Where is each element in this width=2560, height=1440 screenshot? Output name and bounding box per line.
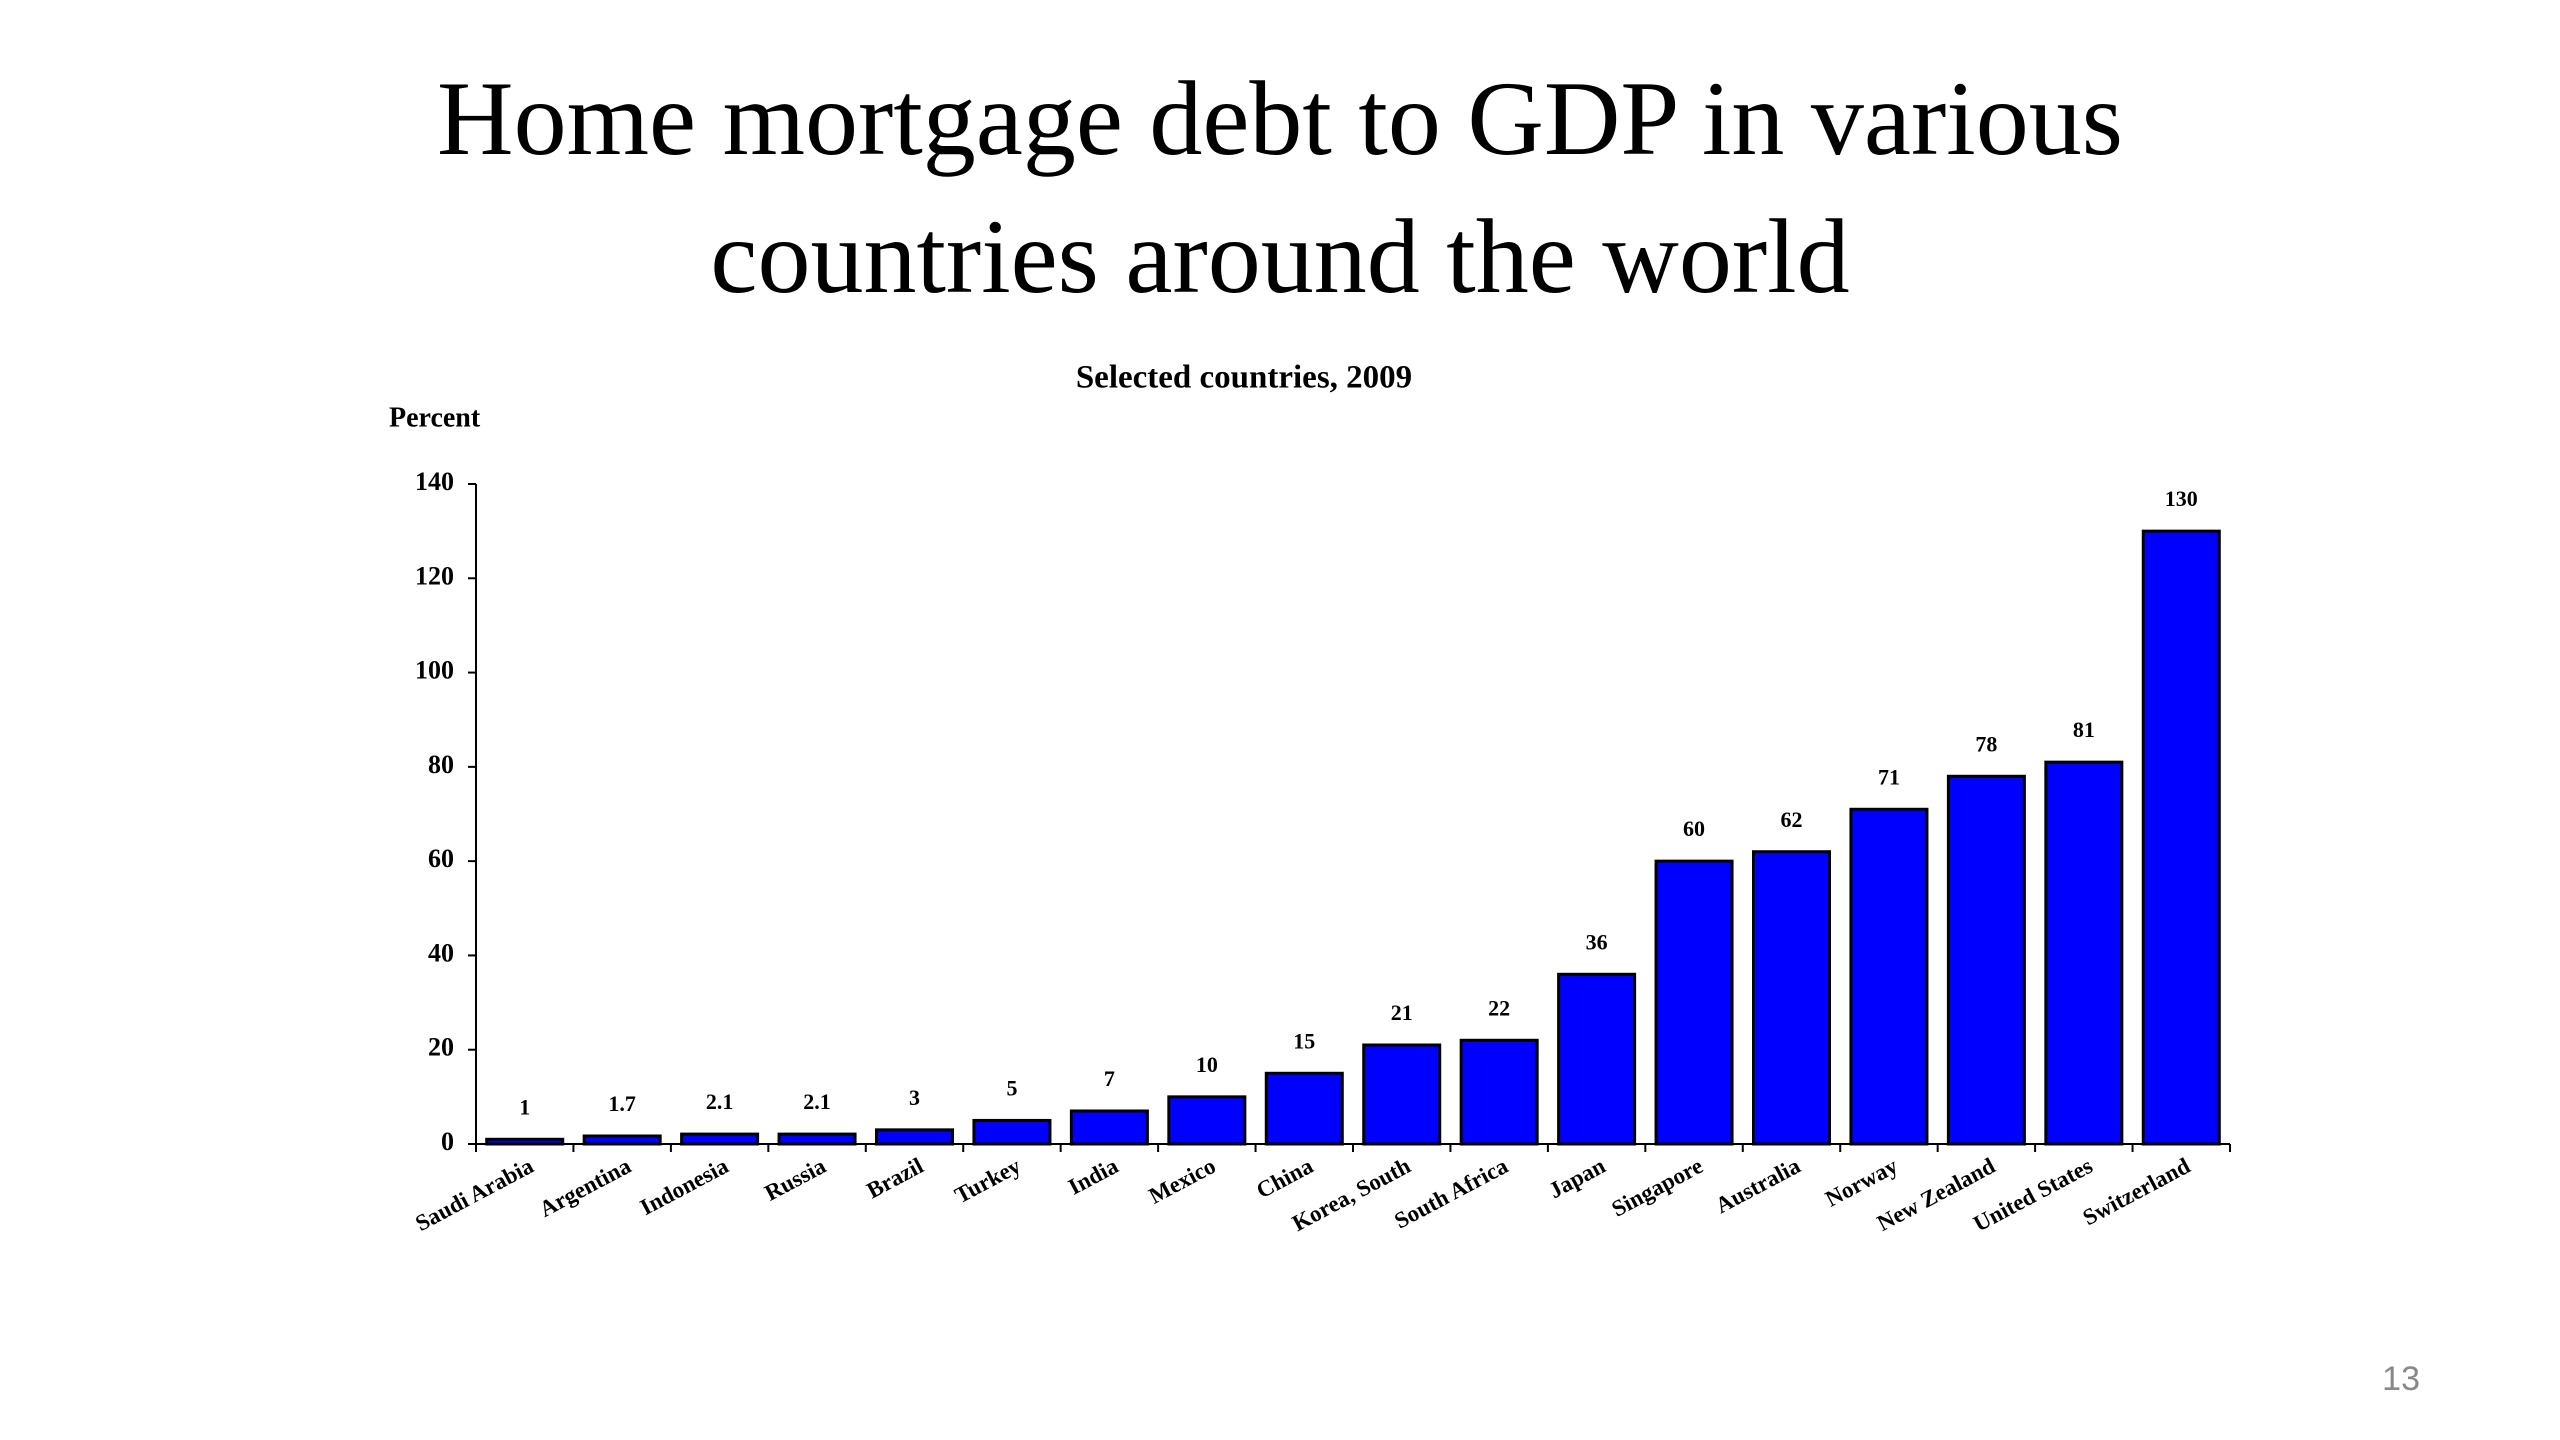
bar — [2044, 760, 2124, 1146]
y-tick-label: 60 — [428, 844, 454, 873]
x-tick-label: Argentina — [535, 1153, 635, 1222]
value-label: 36 — [1586, 929, 1608, 954]
bar — [1069, 1109, 1149, 1146]
y-axis-label: Percent — [389, 402, 481, 433]
bar — [582, 1134, 662, 1146]
value-label: 22 — [1488, 995, 1510, 1020]
value-label: 71 — [1878, 764, 1900, 789]
bar — [777, 1132, 857, 1146]
slide-title: Home mortgage debt to GDP in various cou… — [437, 60, 2123, 315]
value-label: 3 — [909, 1085, 920, 1110]
value-label: 5 — [1006, 1075, 1017, 1100]
value-label: 78 — [1975, 731, 1997, 756]
x-tick-label: Australia — [1711, 1153, 1804, 1218]
y-tick-label: 140 — [415, 467, 454, 496]
value-label: 1 — [519, 1094, 530, 1119]
value-label: 60 — [1683, 816, 1705, 841]
slide-number: 13 — [2382, 1360, 2420, 1398]
value-label: 15 — [1293, 1028, 1315, 1053]
bar — [1459, 1038, 1539, 1146]
bar — [1751, 850, 1832, 1146]
x-tick-label: Indonesia — [636, 1153, 733, 1220]
bar — [1654, 859, 1734, 1146]
value-label: 10 — [1196, 1052, 1218, 1077]
x-tick-label: Japan — [1545, 1153, 1610, 1203]
bar — [1946, 774, 2026, 1146]
bar — [1167, 1095, 1247, 1146]
bar — [1264, 1071, 1344, 1146]
x-tick-label: India — [1064, 1153, 1122, 1200]
y-tick-label: 100 — [415, 656, 454, 685]
value-label: 2.1 — [706, 1089, 734, 1114]
x-tick-label: Mexico — [1145, 1153, 1220, 1209]
y-tick-label: 0 — [441, 1127, 454, 1156]
value-label: 21 — [1391, 1000, 1413, 1025]
bar — [1362, 1043, 1442, 1146]
value-label: 62 — [1781, 807, 1803, 832]
value-label: 7 — [1104, 1066, 1115, 1091]
x-tick-label: China — [1252, 1153, 1317, 1204]
x-tick-label: Russia — [761, 1153, 831, 1206]
x-tick-label: Switzerland — [2079, 1153, 2195, 1230]
value-label: 130 — [2165, 486, 2198, 511]
x-tick-label: Saudi Arabia — [411, 1153, 538, 1236]
bar — [680, 1132, 760, 1146]
bar — [972, 1118, 1052, 1146]
x-tick-label: Turkey — [951, 1153, 1026, 1209]
bar — [2141, 529, 2221, 1146]
value-label: 1.7 — [608, 1091, 636, 1116]
chart-subtitle: Selected countries, 2009 — [1076, 360, 1412, 396]
value-label: 2.1 — [803, 1089, 831, 1114]
bar — [1557, 972, 1637, 1146]
y-tick-label: 120 — [415, 561, 454, 590]
value-label: 81 — [2073, 717, 2095, 742]
bar — [874, 1128, 955, 1146]
y-tick-label: 20 — [428, 1033, 454, 1062]
y-tick-label: 80 — [428, 750, 454, 779]
x-tick-label: Norway — [1821, 1153, 1902, 1212]
x-tick-label: Brazil — [863, 1153, 928, 1203]
x-tick-label: Singapore — [1607, 1153, 1706, 1222]
bar — [485, 1137, 565, 1146]
y-tick-label: 40 — [428, 938, 454, 967]
bar — [1849, 807, 1929, 1146]
